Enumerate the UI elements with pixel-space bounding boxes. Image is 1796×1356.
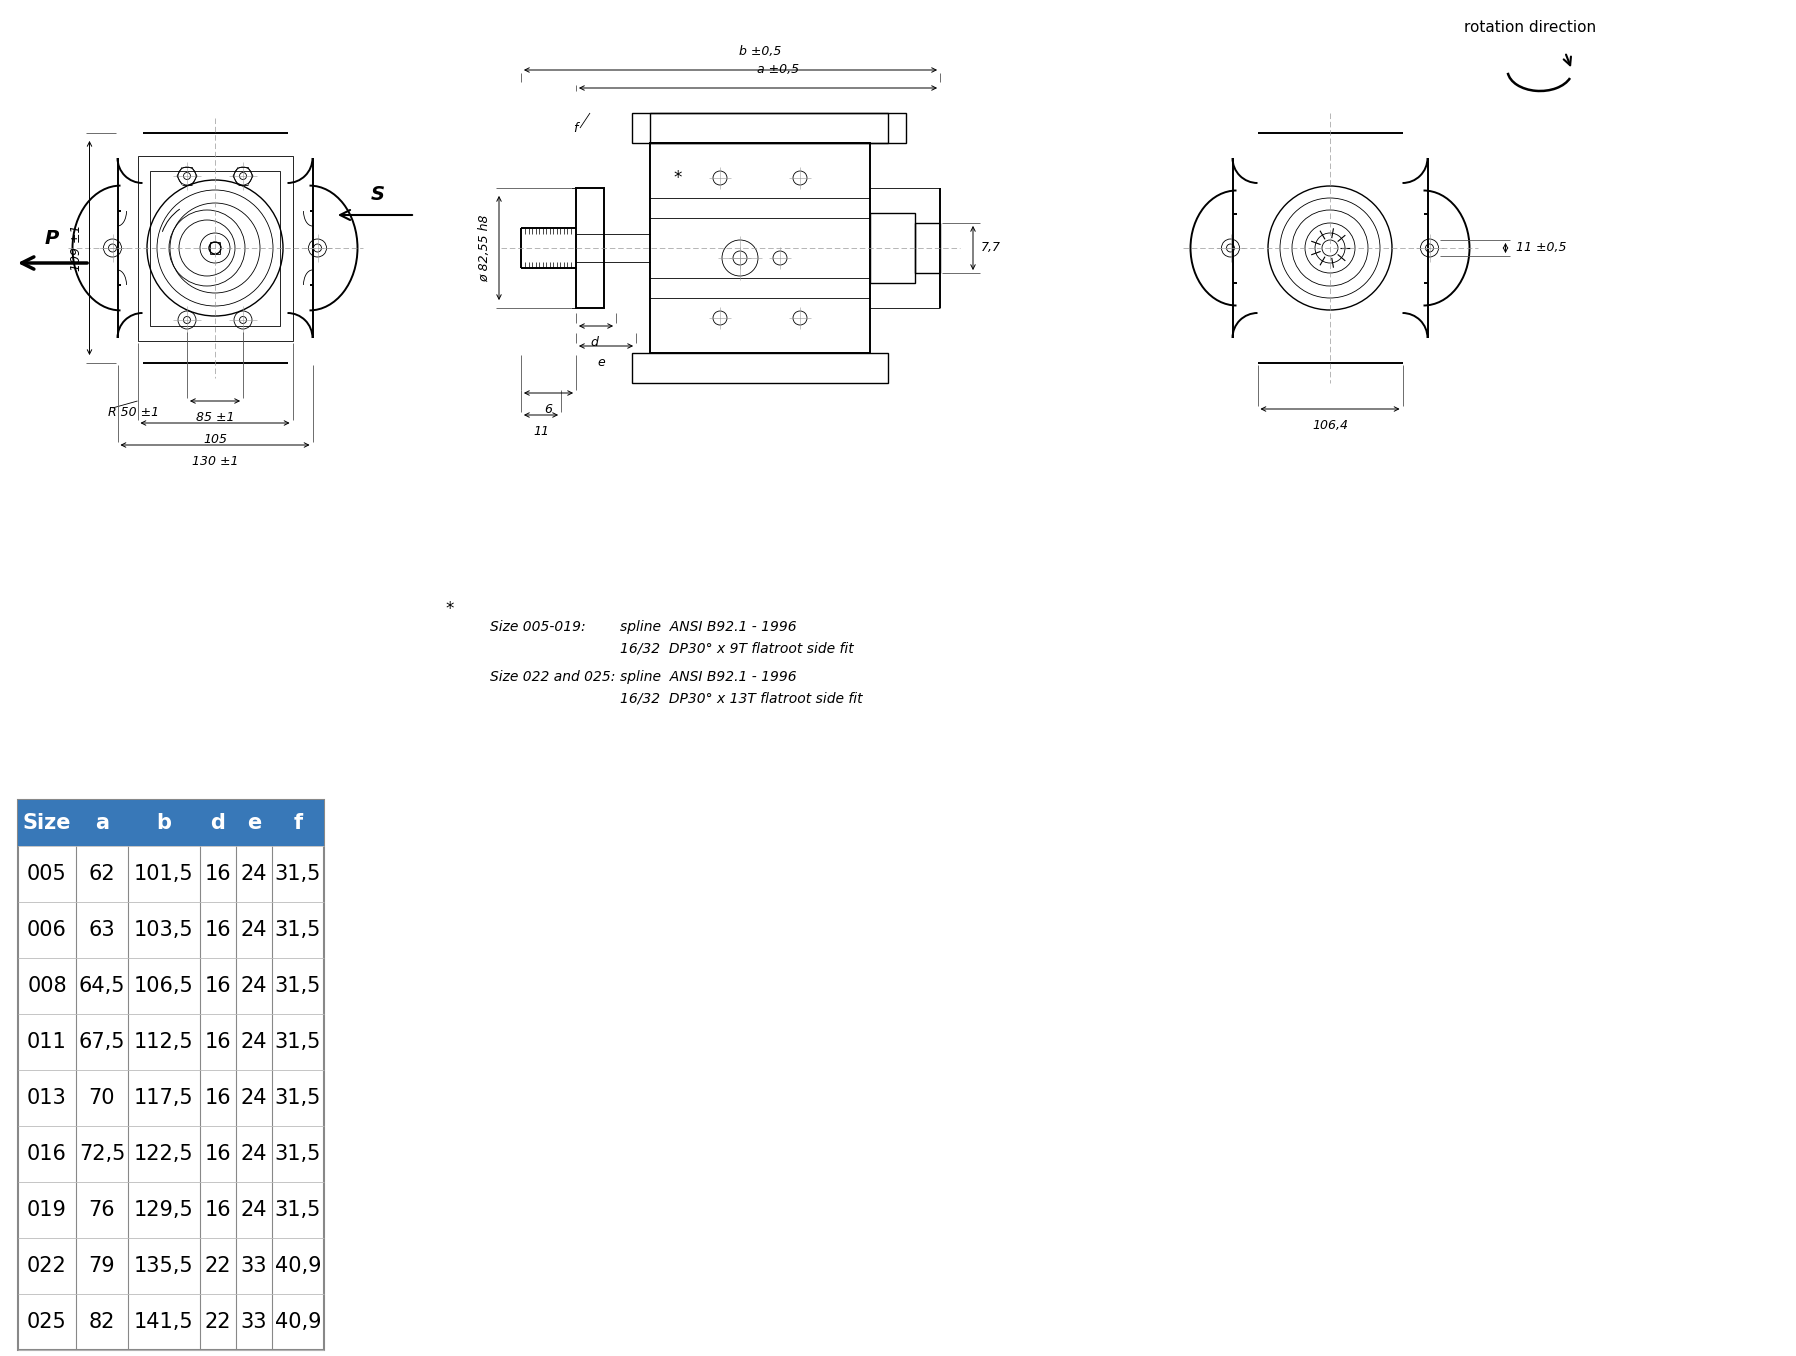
Text: 008: 008 [27, 976, 66, 997]
Text: b ±0,5: b ±0,5 [740, 45, 781, 58]
Bar [632, 353, 887, 382]
Text: 106,5: 106,5 [135, 976, 194, 997]
Text: 24: 24 [241, 1144, 268, 1163]
Bar [632, 113, 887, 142]
Text: 16: 16 [205, 1144, 232, 1163]
Text: spline  ANSI B92.1 - 1996: spline ANSI B92.1 - 1996 [620, 670, 797, 683]
Text: 112,5: 112,5 [135, 1032, 194, 1052]
Text: rotation direction: rotation direction [1464, 20, 1597, 35]
Text: 62: 62 [88, 864, 115, 884]
Text: 013: 013 [27, 1088, 66, 1108]
Bar [18, 800, 323, 1351]
Text: 16: 16 [205, 864, 232, 884]
Text: Size 005-019:: Size 005-019: [490, 620, 585, 635]
Text: 16/32  DP30° x 13T flatroot side fit: 16/32 DP30° x 13T flatroot side fit [620, 692, 862, 706]
Text: 33: 33 [241, 1256, 268, 1276]
Text: 82: 82 [88, 1313, 115, 1332]
Text: S: S [372, 186, 384, 205]
Bar [914, 222, 939, 273]
Text: 105: 105 [203, 433, 226, 446]
Text: P: P [45, 229, 59, 248]
Text: 6: 6 [544, 403, 553, 416]
Text: f: f [573, 122, 578, 134]
Text: 135,5: 135,5 [135, 1256, 194, 1276]
Text: e: e [596, 357, 605, 369]
Text: 109 ±1: 109 ±1 [70, 225, 83, 271]
Text: ø 82,55 h8: ø 82,55 h8 [478, 214, 490, 282]
Text: 101,5: 101,5 [135, 864, 194, 884]
Text: 11 ±0,5: 11 ±0,5 [1516, 241, 1566, 255]
Text: 129,5: 129,5 [135, 1200, 194, 1220]
Text: a ±0,5: a ±0,5 [756, 62, 799, 76]
Text: 24: 24 [241, 1032, 268, 1052]
Text: 31,5: 31,5 [275, 1088, 321, 1108]
Text: 025: 025 [27, 1313, 66, 1332]
Text: 7,7: 7,7 [981, 241, 1000, 255]
Text: 16: 16 [205, 1088, 232, 1108]
Text: 24: 24 [241, 1088, 268, 1108]
Text: 006: 006 [27, 919, 66, 940]
Text: 63: 63 [88, 919, 115, 940]
Text: 141,5: 141,5 [135, 1313, 194, 1332]
Text: 72,5: 72,5 [79, 1144, 126, 1163]
Bar [650, 142, 869, 353]
Text: Size 022 and 025:: Size 022 and 025: [490, 670, 616, 683]
Text: 31,5: 31,5 [275, 1032, 321, 1052]
Text: spline  ANSI B92.1 - 1996: spline ANSI B92.1 - 1996 [620, 620, 797, 635]
Text: a: a [95, 814, 110, 833]
Text: 40,9: 40,9 [275, 1256, 321, 1276]
Text: 31,5: 31,5 [275, 1200, 321, 1220]
Text: 85 ±1: 85 ±1 [196, 411, 233, 424]
Bar [18, 800, 323, 846]
Text: 76: 76 [88, 1200, 115, 1220]
Text: f: f [293, 814, 302, 833]
Text: 130 ±1: 130 ±1 [192, 456, 239, 468]
Text: 011: 011 [27, 1032, 66, 1052]
Bar [650, 113, 905, 142]
Text: d: d [210, 814, 226, 833]
Text: 24: 24 [241, 919, 268, 940]
Text: 31,5: 31,5 [275, 919, 321, 940]
Text: 22: 22 [205, 1256, 232, 1276]
Text: 22: 22 [205, 1313, 232, 1332]
Text: Size: Size [23, 814, 72, 833]
Text: 106,4: 106,4 [1313, 419, 1349, 433]
Text: 16: 16 [205, 919, 232, 940]
Text: 31,5: 31,5 [275, 864, 321, 884]
Text: 31,5: 31,5 [275, 976, 321, 997]
Text: 24: 24 [241, 1200, 268, 1220]
Text: 122,5: 122,5 [135, 1144, 194, 1163]
Text: b: b [156, 814, 171, 833]
Text: *: * [674, 170, 682, 187]
Text: 67,5: 67,5 [79, 1032, 126, 1052]
Text: 64,5: 64,5 [79, 976, 126, 997]
Text: 022: 022 [27, 1256, 66, 1276]
Text: 16: 16 [205, 1200, 232, 1220]
Text: 24: 24 [241, 864, 268, 884]
Text: d: d [591, 336, 598, 348]
Text: 019: 019 [27, 1200, 66, 1220]
Text: 16/32  DP30° x 9T flatroot side fit: 16/32 DP30° x 9T flatroot side fit [620, 641, 853, 656]
Text: 70: 70 [88, 1088, 115, 1108]
Text: e: e [246, 814, 260, 833]
Text: 24: 24 [241, 976, 268, 997]
Text: 016: 016 [27, 1144, 66, 1163]
Text: *: * [445, 599, 453, 618]
Text: 005: 005 [27, 864, 66, 884]
Bar [138, 156, 293, 340]
Text: 11: 11 [533, 424, 550, 438]
Bar [869, 213, 914, 283]
Text: 31,5: 31,5 [275, 1144, 321, 1163]
Text: 33: 33 [241, 1313, 268, 1332]
Circle shape [208, 241, 221, 254]
Text: 16: 16 [205, 1032, 232, 1052]
Text: 117,5: 117,5 [135, 1088, 194, 1108]
Text: 40,9: 40,9 [275, 1313, 321, 1332]
Text: 16: 16 [205, 976, 232, 997]
Text: 103,5: 103,5 [135, 919, 194, 940]
Text: R 50 ±1: R 50 ±1 [108, 407, 158, 419]
Bar [151, 171, 280, 325]
Bar [577, 188, 603, 308]
Text: 79: 79 [88, 1256, 115, 1276]
